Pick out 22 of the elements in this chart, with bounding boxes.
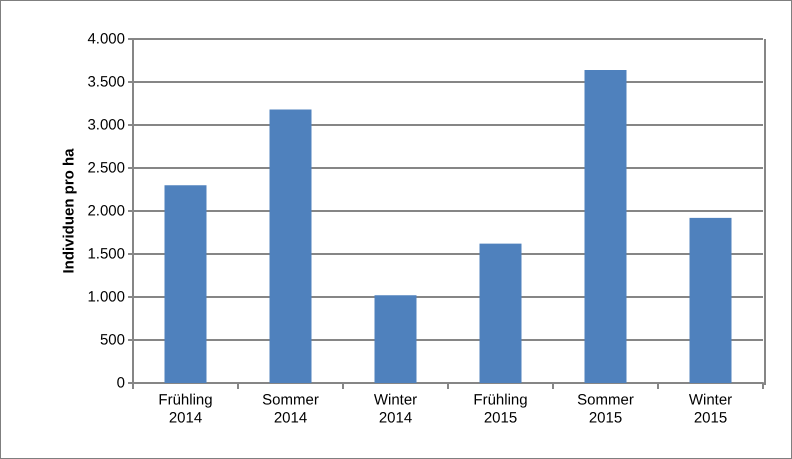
bar — [164, 185, 206, 383]
x-tick-label: Frühling 2014 — [158, 392, 213, 426]
y-tick-label: 4.000 — [87, 30, 125, 48]
y-tick-label: 500 — [100, 332, 125, 348]
bar — [584, 70, 626, 383]
bar — [270, 110, 312, 383]
x-tick-label: Sommer 2015 — [577, 392, 634, 426]
y-tick-label: 3.000 — [87, 116, 125, 134]
bar — [480, 244, 522, 383]
y-tick-label: 1.500 — [87, 246, 125, 262]
x-tick-label: Winter 2014 — [374, 392, 418, 426]
y-tick-label: 2.000 — [87, 202, 125, 220]
bar — [690, 218, 732, 383]
y-tick-label: 0 — [116, 374, 125, 392]
y-tick-label: 2.500 — [87, 160, 125, 176]
y-tick-label: 3.500 — [87, 74, 125, 90]
y-axis-title: Individuen pro ha — [60, 148, 78, 274]
bar — [374, 295, 416, 383]
y-tick-label: 1.000 — [87, 288, 125, 306]
x-tick-label: Sommer 2014 — [262, 392, 319, 426]
x-tick-label: Frühling 2015 — [473, 392, 528, 426]
x-tick-label: Winter 2015 — [688, 392, 732, 426]
